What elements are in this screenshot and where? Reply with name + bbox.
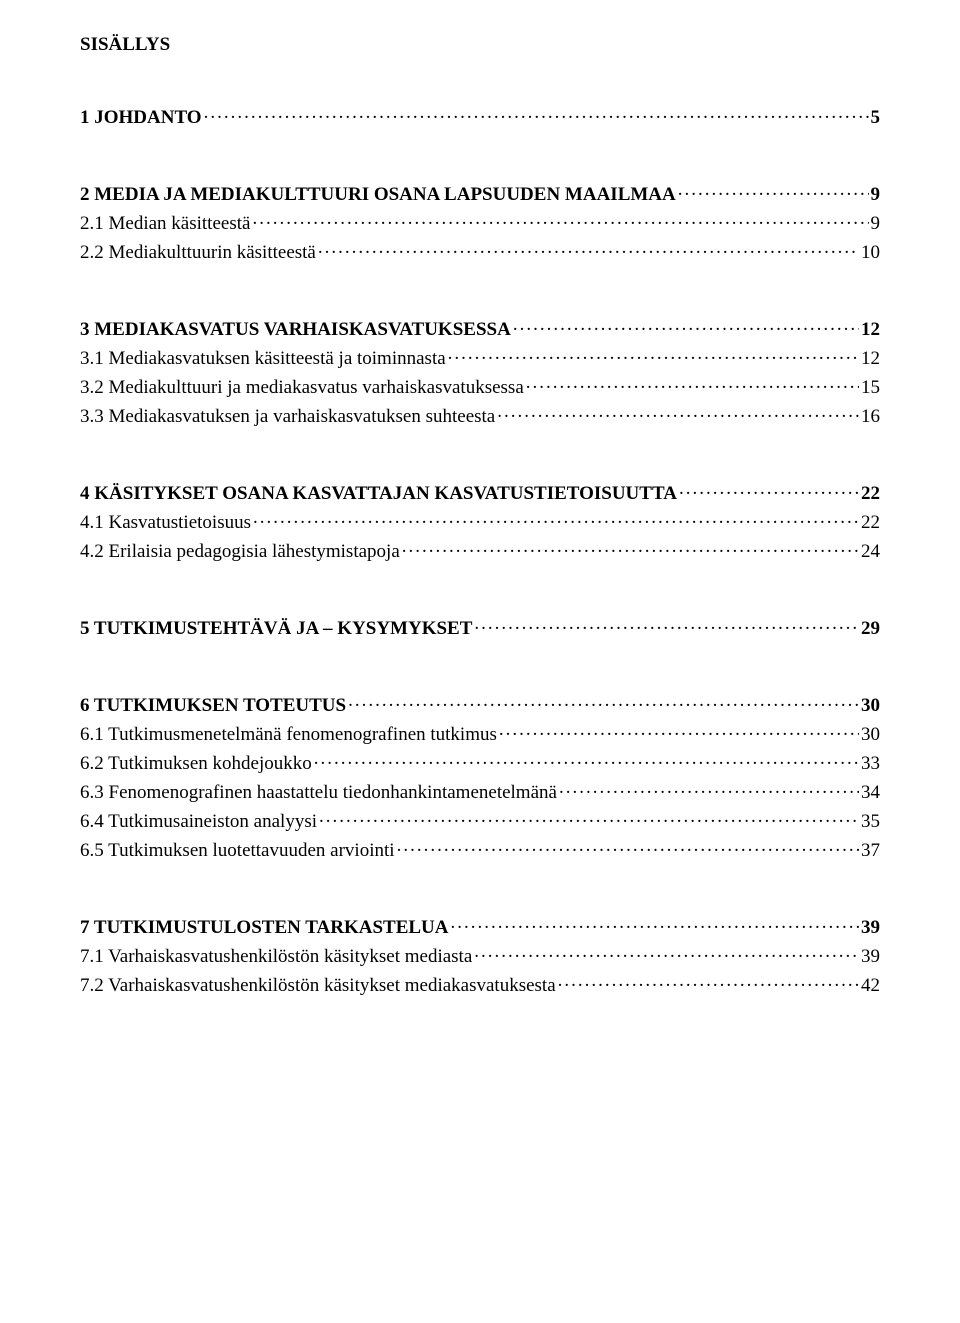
toc-entry-label: 6.2 Tutkimuksen kohdejoukko xyxy=(80,753,312,775)
toc-leader-dots xyxy=(402,538,859,557)
toc-entry-page: 33 xyxy=(861,753,880,775)
toc-entry-label: 6.4 Tutkimusaineiston analyysi xyxy=(80,811,317,833)
toc-leader-dots xyxy=(253,509,859,528)
toc-entry: 7 TUTKIMUSTULOSTEN TARKASTELUA 39 xyxy=(80,914,880,939)
section-gap xyxy=(80,432,880,480)
toc-leader-dots xyxy=(397,837,859,856)
toc-entry-label: 7.1 Varhaiskasvatushenkilöstön käsitykse… xyxy=(80,946,472,968)
toc-entry-label: 7 TUTKIMUSTULOSTEN TARKASTELUA xyxy=(80,917,449,939)
toc-entry: 4.2 Erilaisia pedagogisia lähestymistapo… xyxy=(80,538,880,563)
toc-leader-dots xyxy=(318,239,859,258)
toc-entry-page: 10 xyxy=(861,242,880,264)
toc-entry-page: 22 xyxy=(861,483,880,505)
toc-entry-page: 5 xyxy=(871,107,881,129)
section-gap xyxy=(80,866,880,914)
toc-leader-dots xyxy=(559,779,859,798)
toc-entry-label: 2 MEDIA JA MEDIAKULTTUURI OSANA LAPSUUDE… xyxy=(80,184,676,206)
toc-entry-page: 39 xyxy=(861,946,880,968)
toc-entry-label: 4.2 Erilaisia pedagogisia lähestymistapo… xyxy=(80,541,400,563)
toc-entry: 5 TUTKIMUSTEHTÄVÄ JA – KYSYMYKSET 29 xyxy=(80,615,880,640)
toc-entry-label: 3.1 Mediakasvatuksen käsitteestä ja toim… xyxy=(80,348,446,370)
toc-leader-dots xyxy=(204,104,869,123)
toc-entry-label: 3.3 Mediakasvatuksen ja varhaiskasvatuks… xyxy=(80,406,495,428)
section-gap xyxy=(80,268,880,316)
toc-entry-page: 9 xyxy=(871,184,881,206)
section-gap xyxy=(80,644,880,692)
toc-entry: 6.3 Fenomenografinen haastattelu tiedonh… xyxy=(80,779,880,804)
toc-leader-dots xyxy=(451,914,860,933)
toc-entry-label: 6.1 Tutkimusmenetelmänä fenomenografinen… xyxy=(80,724,497,746)
toc-entry: 6.2 Tutkimuksen kohdejoukko 33 xyxy=(80,750,880,775)
toc-leader-dots xyxy=(499,721,859,740)
toc-entry: 2.2 Mediakulttuurin käsitteestä 10 xyxy=(80,239,880,264)
toc-leader-dots xyxy=(474,615,859,634)
toc-entry: 7.2 Varhaiskasvatushenkilöstön käsitykse… xyxy=(80,972,880,997)
toc-entry-label: 2.2 Mediakulttuurin käsitteestä xyxy=(80,242,316,264)
toc-entry-label: 3 MEDIAKASVATUS VARHAISKASVATUKSESSA xyxy=(80,319,511,341)
section-gap xyxy=(80,133,880,181)
toc-entry: 6 TUTKIMUKSEN TOTEUTUS 30 xyxy=(80,692,880,717)
toc-leader-dots xyxy=(526,374,859,393)
toc-entry: 7.1 Varhaiskasvatushenkilöstön käsitykse… xyxy=(80,943,880,968)
toc-entry-page: 30 xyxy=(861,695,880,717)
toc-entry: 2 MEDIA JA MEDIAKULTTUURI OSANA LAPSUUDE… xyxy=(80,181,880,206)
toc-entry-page: 12 xyxy=(861,348,880,370)
toc-leader-dots xyxy=(319,808,859,827)
toc-entry-page: 35 xyxy=(861,811,880,833)
toc-entry-label: 5 TUTKIMUSTEHTÄVÄ JA – KYSYMYKSET xyxy=(80,618,472,640)
toc-entry-page: 42 xyxy=(861,975,880,997)
toc-entry-label: 1 JOHDANTO xyxy=(80,107,202,129)
page-title: SISÄLLYS xyxy=(80,34,880,56)
toc-entry-page: 24 xyxy=(861,541,880,563)
toc-leader-dots xyxy=(678,181,869,200)
toc-entry-page: 22 xyxy=(861,512,880,534)
toc-entry-page: 39 xyxy=(861,917,880,939)
toc-entry-page: 37 xyxy=(861,840,880,862)
toc-leader-dots xyxy=(252,210,868,229)
toc-entry-page: 12 xyxy=(861,319,880,341)
toc-entry: 3.3 Mediakasvatuksen ja varhaiskasvatuks… xyxy=(80,403,880,428)
toc-leader-dots xyxy=(497,403,859,422)
toc-entry-label: 3.2 Mediakulttuuri ja mediakasvatus varh… xyxy=(80,377,524,399)
toc-entry-page: 16 xyxy=(861,406,880,428)
toc-leader-dots xyxy=(513,316,859,335)
toc-entry-page: 29 xyxy=(861,618,880,640)
toc-entry-label: 6.5 Tutkimuksen luotettavuuden arviointi xyxy=(80,840,395,862)
toc-entry: 6.1 Tutkimusmenetelmänä fenomenografinen… xyxy=(80,721,880,746)
toc-entry: 4 KÄSITYKSET OSANA KASVATTAJAN KASVATUST… xyxy=(80,480,880,505)
toc-entry-page: 30 xyxy=(861,724,880,746)
toc-entry-label: 6.3 Fenomenografinen haastattelu tiedonh… xyxy=(80,782,557,804)
toc-leader-dots xyxy=(474,943,859,962)
toc-entry-label: 7.2 Varhaiskasvatushenkilöstön käsitykse… xyxy=(80,975,556,997)
toc-entry: 4.1 Kasvatustietoisuus 22 xyxy=(80,509,880,534)
toc-entry: 6.4 Tutkimusaineiston analyysi 35 xyxy=(80,808,880,833)
table-of-contents: 1 JOHDANTO 5 2 MEDIA JA MEDIAKULTTUURI OSA… xyxy=(80,104,880,997)
toc-leader-dots xyxy=(348,692,859,711)
toc-entry: 6.5 Tutkimuksen luotettavuuden arviointi… xyxy=(80,837,880,862)
toc-entry-label: 4 KÄSITYKSET OSANA KASVATTAJAN KASVATUST… xyxy=(80,483,677,505)
toc-entry-page: 15 xyxy=(861,377,880,399)
toc-leader-dots xyxy=(448,345,859,364)
toc-entry: 3.1 Mediakasvatuksen käsitteestä ja toim… xyxy=(80,345,880,370)
toc-entry: 3.2 Mediakulttuuri ja mediakasvatus varh… xyxy=(80,374,880,399)
toc-entry: 1 JOHDANTO 5 xyxy=(80,104,880,129)
toc-leader-dots xyxy=(558,972,859,991)
toc-entry-page: 34 xyxy=(861,782,880,804)
toc-leader-dots xyxy=(679,480,859,499)
toc-entry-page: 9 xyxy=(871,213,881,235)
toc-entry: 2.1 Median käsitteestä 9 xyxy=(80,210,880,235)
toc-entry-label: 2.1 Median käsitteestä xyxy=(80,213,250,235)
toc-leader-dots xyxy=(314,750,859,769)
toc-entry: 3 MEDIAKASVATUS VARHAISKASVATUKSESSA 12 xyxy=(80,316,880,341)
toc-entry-label: 4.1 Kasvatustietoisuus xyxy=(80,512,251,534)
toc-entry-label: 6 TUTKIMUKSEN TOTEUTUS xyxy=(80,695,346,717)
section-gap xyxy=(80,567,880,615)
